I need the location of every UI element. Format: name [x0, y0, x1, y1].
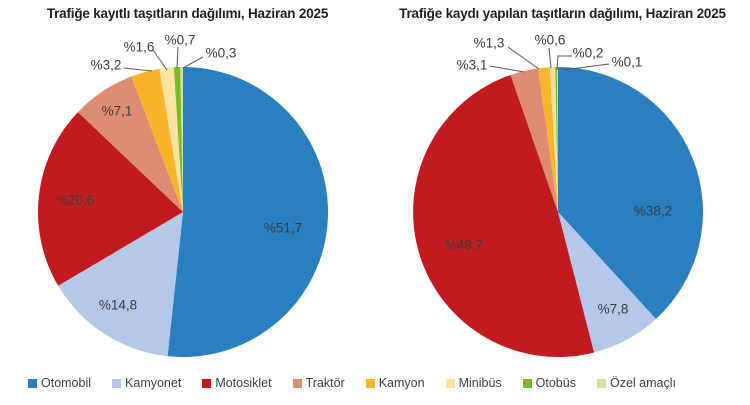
pie-slice-kamyonet	[558, 212, 656, 353]
pie-slice-otobüs	[555, 67, 558, 212]
legend-item-motosiklet: Motosiklet	[202, 376, 272, 390]
pie-slice-özel-amaçlı	[557, 66, 558, 212]
legend-label: Kamyonet	[125, 376, 182, 390]
pie-label-kamyon: %3,2	[91, 58, 122, 73]
pie-slice-motosiklet	[413, 74, 595, 357]
pie-slice-traktör	[510, 68, 558, 212]
leader-line-özel-amaçlı	[562, 63, 610, 71]
chart-legend: Otomobil Kamyonet Motosiklet Traktör Kamyon M…	[28, 376, 738, 390]
pie-label-minibüs: %1,6	[124, 40, 155, 55]
right-chart-title: Trafiğe kaydı yapılan taşıtların dağılım…	[399, 6, 726, 21]
legend-swatch-icon	[202, 378, 212, 388]
legend-label: Minibüs	[458, 376, 502, 390]
pie-label-otobüs: %0,2	[573, 46, 604, 61]
legend-label: Özel amaçlı	[609, 376, 676, 390]
pie-label-motosiklet: %48,7	[445, 238, 483, 253]
legend-item-otobüs: Otobüs	[522, 376, 576, 390]
legend-swatch-icon	[28, 378, 37, 388]
pie-slice-minibüs	[159, 67, 183, 212]
legend-swatch-icon	[445, 378, 455, 388]
pie-slice-özel-amaçlı	[180, 67, 183, 212]
legend-item-kamyon: Kamyon	[365, 376, 425, 390]
pie-label-kamyonet: %14,8	[99, 298, 137, 313]
pie-slice-kamyon	[131, 68, 183, 213]
pie-chart-registered-vehicles: %51,7 %14,8 %20,6 %7,1 %3,2%1,6 %0,7 %0,3	[38, 33, 329, 357]
legend-item-traktör: Traktör	[292, 376, 345, 390]
pie-label-otobüs: %0,7	[165, 33, 196, 48]
pie-label-kamyon: %1,3	[474, 36, 505, 51]
left-chart-title: Trafiğe kayıtlı taşıtların dağılımı, Haz…	[46, 6, 329, 21]
pie-chart-newly-registered-vehicles: %38,2 %7,8 %48,7 %3,1 %1,3 %0,6 %0,2 %0,1	[413, 33, 703, 357]
leader-line-minibüs	[152, 49, 168, 71]
legend-label: Otomobil	[41, 376, 92, 390]
pie-label-otomobil: %51,7	[264, 221, 302, 236]
pie-slice-otomobil	[558, 67, 703, 319]
pie-label-özel-amaçlı: %0,3	[206, 46, 237, 61]
legend-label: Kamyon	[378, 376, 425, 390]
legend-swatch-icon	[596, 378, 606, 388]
pie-label-motosiklet: %20,6	[56, 193, 94, 208]
pie-label-kamyonet: %7,8	[598, 302, 629, 317]
leader-line-kamyon	[507, 46, 540, 70]
pie-slice-kamyon	[538, 67, 558, 212]
legend-item-minibüs: Minibüs	[445, 376, 502, 390]
pie-label-traktör: %3,1	[457, 58, 488, 73]
legend-swatch-icon	[365, 378, 375, 388]
legend-swatch-icon	[522, 378, 532, 388]
pie-slice-minibüs	[549, 67, 558, 212]
pie-slice-traktör	[77, 76, 183, 212]
leader-line-traktör	[489, 65, 525, 73]
pie-slice-otomobil	[167, 67, 329, 357]
legend-swatch-icon	[112, 378, 122, 388]
pie-label-minibüs: %0,6	[535, 33, 566, 48]
leader-line-kamyon	[123, 67, 153, 72]
legend-label: Traktör	[305, 376, 345, 390]
pie-label-otomobil: %38,2	[634, 204, 672, 219]
pie-slice-motosiklet	[38, 112, 183, 286]
leader-line-otobüs	[176, 46, 179, 69]
leader-line-minibüs	[548, 47, 552, 69]
legend-label: Motosiklet	[215, 376, 272, 390]
legend-item-otomobil: Otomobil	[28, 376, 91, 390]
pie-slice-otobüs	[173, 67, 183, 212]
leader-line-özel-amaçlı	[182, 56, 204, 69]
pie-slice-kamyonet	[58, 212, 183, 357]
leader-line-otobüs	[556, 55, 572, 71]
legend-item-özel-amaçlı: Özel amaçlı	[596, 376, 676, 390]
legend-item-kamyonet: Kamyonet	[112, 376, 181, 390]
pie-label-özel-amaçlı: %0,1	[612, 55, 643, 70]
legend-swatch-icon	[292, 378, 302, 388]
pie-label-traktör: %7,1	[102, 104, 133, 119]
legend-label: Otobüs	[535, 376, 576, 390]
